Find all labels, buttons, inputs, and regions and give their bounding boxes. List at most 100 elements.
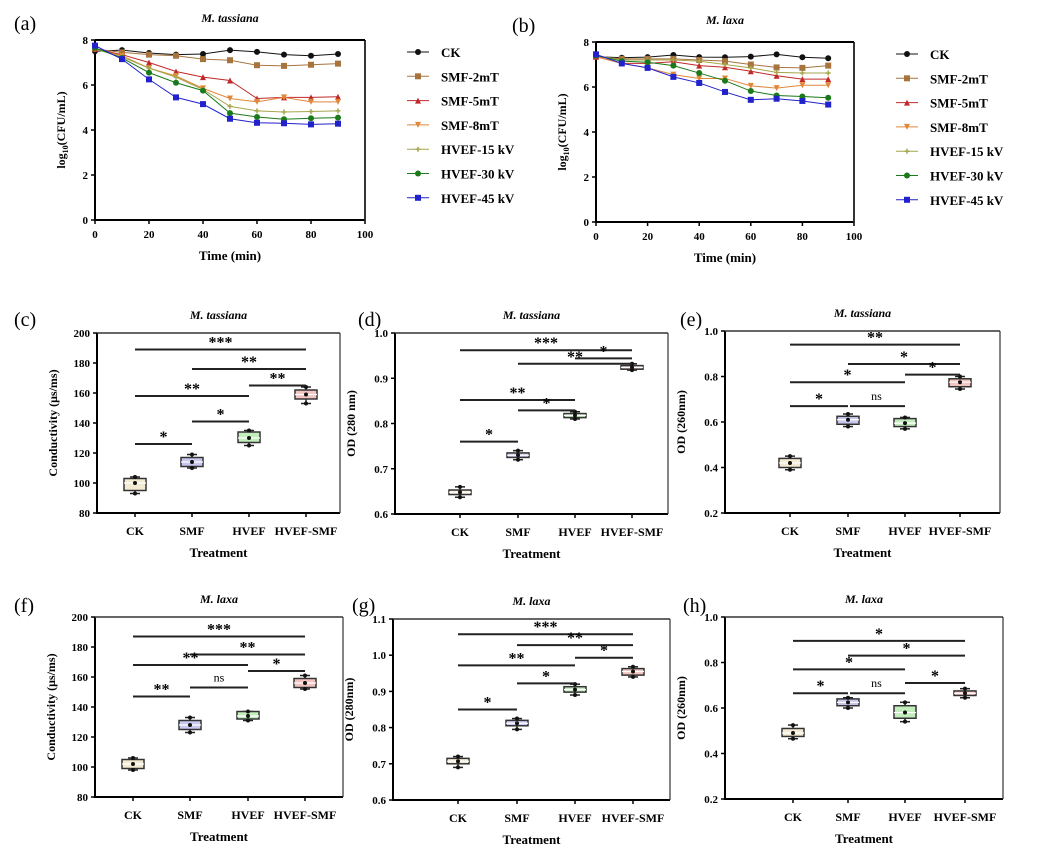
series-line bbox=[94, 48, 339, 67]
data-point bbox=[188, 730, 192, 735]
ns-label: ns bbox=[214, 671, 225, 685]
y-axis-label: log10(CFU/mL) bbox=[555, 93, 571, 170]
significance-bracket: * bbox=[517, 668, 575, 685]
series-line bbox=[94, 47, 339, 120]
box-smf bbox=[180, 452, 204, 470]
data-point bbox=[516, 453, 520, 458]
y-tick-label: 0.4 bbox=[704, 749, 718, 761]
square-marker bbox=[747, 96, 754, 103]
x-tick-label: CK bbox=[126, 524, 145, 538]
significance-stars: * bbox=[845, 654, 853, 671]
data-point bbox=[303, 673, 307, 678]
data-point bbox=[247, 428, 251, 433]
square-marker bbox=[173, 52, 179, 59]
square-marker bbox=[92, 42, 98, 49]
square-marker bbox=[644, 64, 651, 71]
square-marker bbox=[825, 62, 832, 69]
significance-stars: * bbox=[160, 429, 168, 446]
data-point bbox=[903, 710, 907, 715]
significance-bracket: ** bbox=[460, 385, 575, 402]
significance-bracket: ** bbox=[517, 630, 633, 647]
y-tick-label: 2 bbox=[584, 172, 590, 184]
chart-title: M. tassiana bbox=[200, 11, 258, 25]
x-tick-label: 20 bbox=[642, 231, 654, 243]
x-tick-label: CK bbox=[124, 808, 143, 822]
data-point bbox=[788, 467, 792, 472]
x-tick-label: 60 bbox=[252, 229, 264, 241]
y-axis-label: log10(CFU/mL) bbox=[54, 91, 70, 168]
legend-item: SMF-8mT bbox=[407, 118, 499, 133]
star-marker bbox=[670, 57, 676, 63]
y-tick-label: 140 bbox=[74, 418, 91, 430]
box-smf bbox=[836, 695, 860, 710]
significance-bracket: * bbox=[793, 654, 905, 671]
significance-bracket: ** bbox=[133, 650, 248, 667]
significance-bracket: ** bbox=[133, 682, 190, 699]
x-tick-label: HVEF-SMF bbox=[934, 810, 997, 824]
series-line bbox=[94, 45, 339, 125]
series-line bbox=[595, 56, 829, 80]
data-point bbox=[131, 756, 135, 760]
data-point bbox=[958, 380, 962, 385]
significance-stars: ** bbox=[184, 381, 200, 398]
significance-bracket: * bbox=[518, 395, 575, 412]
significance-bracket: ns bbox=[850, 676, 905, 695]
box-smf bbox=[505, 716, 529, 732]
y-tick-label: 1.0 bbox=[374, 328, 388, 340]
significance-stars: * bbox=[875, 626, 883, 643]
panel-label: (g) bbox=[352, 595, 375, 617]
circle-marker bbox=[773, 51, 780, 58]
data-point bbox=[963, 695, 967, 700]
significance-stars: * bbox=[929, 360, 937, 377]
legend-item: SMF-5mT bbox=[896, 96, 988, 111]
significance-stars: * bbox=[900, 349, 908, 366]
legend-label: HVEF-45 kV bbox=[930, 193, 1004, 208]
x-tick-label: HVEF-SMF bbox=[274, 808, 337, 822]
panel-g: (g) M. laxa 0.6 0.7 0.8 0.9 1.0 1.1 OD (280nm) Tr… bbox=[342, 594, 671, 847]
square-marker bbox=[173, 94, 179, 101]
x-tick-label: CK bbox=[781, 524, 800, 538]
y-tick-label: 100 bbox=[72, 762, 89, 774]
y-tick-label: 140 bbox=[72, 702, 89, 714]
data-point bbox=[846, 412, 850, 417]
square-marker bbox=[773, 64, 780, 71]
legend-label: SMF-8mT bbox=[441, 118, 499, 133]
data-point bbox=[963, 686, 967, 691]
box-hvef-smf bbox=[621, 664, 645, 679]
data-point bbox=[631, 664, 635, 669]
triangle-down-marker bbox=[254, 98, 260, 105]
square-marker bbox=[335, 60, 341, 67]
data-point bbox=[516, 448, 520, 453]
box-smf bbox=[178, 715, 202, 735]
star-marker bbox=[774, 69, 780, 75]
significance-stars: * bbox=[844, 367, 852, 384]
data-point bbox=[515, 716, 519, 721]
series-line bbox=[595, 53, 829, 106]
significance-stars: * bbox=[931, 668, 939, 685]
circle-marker bbox=[281, 51, 287, 58]
box-ck bbox=[778, 454, 802, 472]
y-tick-label: 8 bbox=[584, 37, 590, 49]
significance-bracket: * bbox=[790, 391, 848, 408]
significance-bracket: *** bbox=[460, 335, 632, 352]
data-point bbox=[304, 392, 308, 397]
y-tick-label: 0.8 bbox=[704, 658, 718, 670]
significance-bracket: * bbox=[848, 349, 960, 366]
y-tick-label: 0.9 bbox=[374, 373, 388, 385]
series-smf-2mt bbox=[92, 46, 341, 69]
y-axis-label: OD (260nm) bbox=[674, 676, 688, 740]
data-point bbox=[515, 727, 519, 732]
series-smf-8mt bbox=[92, 46, 341, 105]
data-point bbox=[791, 736, 795, 741]
y-tick-label: 100 bbox=[74, 478, 91, 490]
triangle-up-marker bbox=[799, 76, 806, 83]
x-axis-label: Treatment bbox=[835, 831, 894, 846]
panel-c: (c) M. tassiana 80 100 120 140 160 180 200 Conduc… bbox=[14, 308, 341, 560]
data-point bbox=[788, 460, 792, 465]
circle-marker bbox=[825, 55, 832, 62]
box-hvef bbox=[237, 428, 261, 448]
chart-title: M. tassiana bbox=[189, 308, 247, 322]
x-axis-label: Time (min) bbox=[694, 250, 756, 265]
square-marker bbox=[308, 121, 314, 128]
